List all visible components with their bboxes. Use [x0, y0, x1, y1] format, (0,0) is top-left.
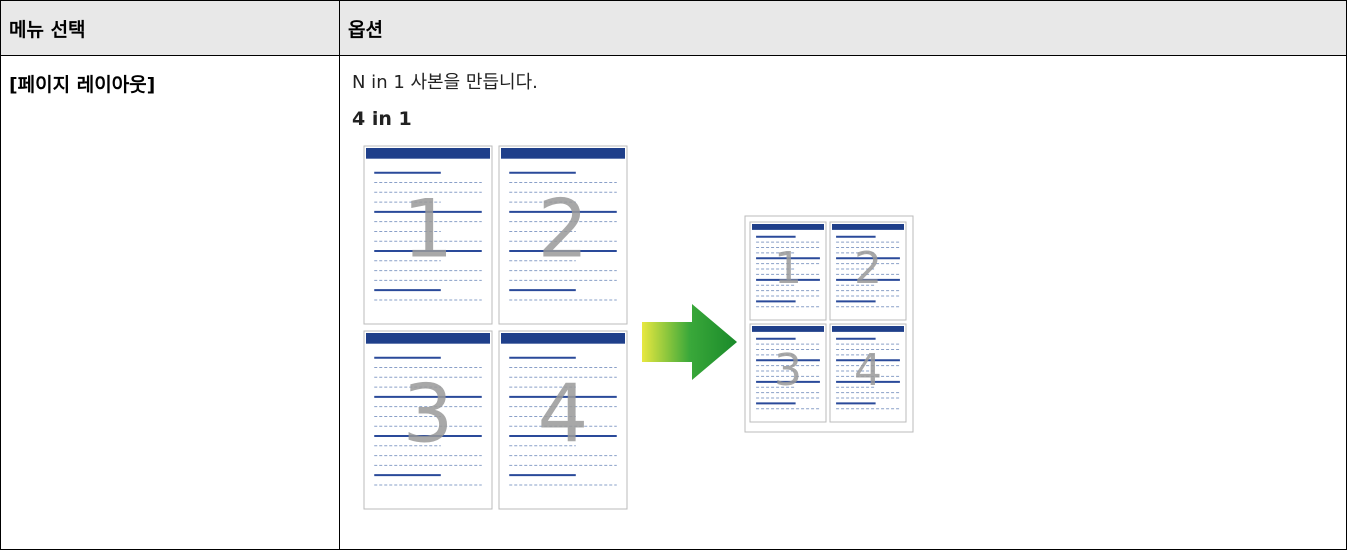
- page-number: 4: [854, 345, 882, 396]
- arrow: [642, 304, 737, 380]
- page: [749, 221, 827, 321]
- page-number: 1: [403, 182, 454, 275]
- header-cell: 메뉴 선택: [0, 0, 340, 56]
- page-header: [501, 333, 625, 344]
- page-number: 1: [774, 243, 802, 294]
- page-header: [752, 224, 824, 230]
- page: [498, 145, 628, 325]
- menu-cell: [페이지 레이아웃]: [0, 55, 340, 550]
- page: [829, 221, 907, 321]
- illustration: 1 23 41 23 4: [363, 145, 914, 510]
- page-number: 4: [538, 367, 589, 460]
- description: N in 1 사본을 만듭니다.: [352, 72, 538, 93]
- page-header: [832, 326, 904, 332]
- page: [749, 323, 827, 423]
- page-header: [501, 148, 625, 159]
- page-header: [366, 148, 490, 159]
- page-header: [366, 333, 490, 344]
- page-number: 3: [403, 367, 454, 460]
- page: [363, 145, 493, 325]
- page: [498, 330, 628, 510]
- header-row: 메뉴 선택 옵션: [0, 0, 1347, 56]
- page: [363, 330, 493, 510]
- page-number: 2: [854, 243, 882, 294]
- page-header: [752, 326, 824, 332]
- page: [829, 323, 907, 423]
- page-number: 2: [538, 182, 589, 275]
- option-name: 4 in 1: [352, 108, 412, 130]
- page-header: [832, 224, 904, 230]
- page-number: 3: [774, 345, 802, 396]
- header-cell: 옵션: [339, 0, 1347, 56]
